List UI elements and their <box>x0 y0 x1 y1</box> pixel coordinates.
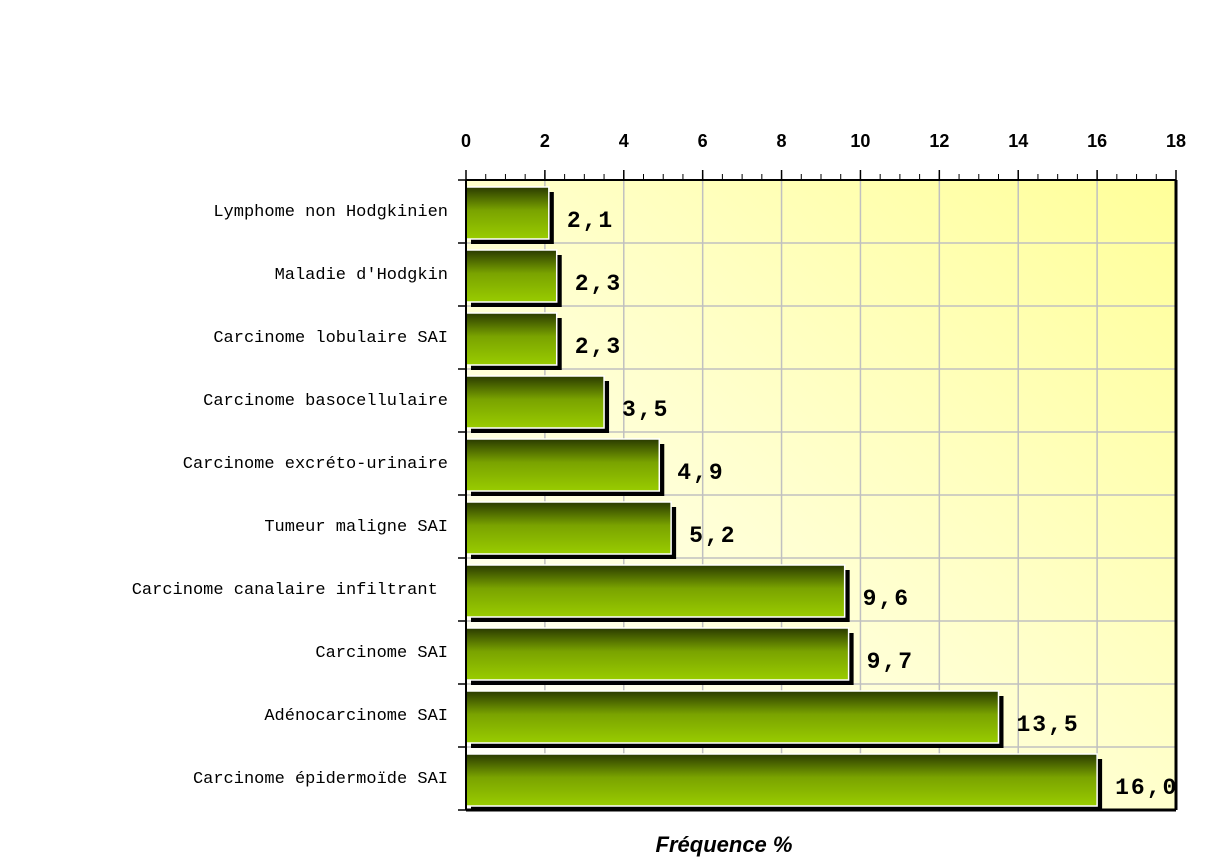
value-label: 5,2 <box>689 523 736 549</box>
x-tick-label: 16 <box>1087 131 1107 151</box>
value-label: 2,3 <box>575 271 622 297</box>
y-tick-label: Carcinome lobulaire SAI <box>213 329 448 348</box>
x-tick-label: 12 <box>929 131 949 151</box>
bar <box>465 186 550 240</box>
bar <box>465 690 1000 744</box>
value-label: 2,1 <box>567 208 614 234</box>
x-tick-label: 6 <box>698 131 708 151</box>
y-tick-label: Carcinome SAI <box>315 644 448 663</box>
value-label: 9,6 <box>863 586 910 612</box>
value-label: 13,5 <box>1017 712 1080 738</box>
x-tick-label: 10 <box>850 131 870 151</box>
value-label: 3,5 <box>622 397 669 423</box>
x-tick-label: 0 <box>461 131 471 151</box>
x-tick-label: 8 <box>777 131 787 151</box>
bar <box>465 312 558 366</box>
x-tick-label: 18 <box>1166 131 1186 151</box>
y-tick-label: Adénocarcinome SAI <box>264 707 448 726</box>
y-tick-label: Carcinome basocellulaire <box>203 392 448 411</box>
x-tick-label: 14 <box>1008 131 1028 151</box>
y-tick-label: Tumeur maligne SAI <box>264 518 448 537</box>
y-tick-label: Maladie d'Hodgkin <box>275 266 448 285</box>
bar <box>465 627 850 681</box>
y-tick-label: Lymphome non Hodgkinien <box>213 203 448 222</box>
bar <box>465 501 672 555</box>
value-label: 4,9 <box>677 460 724 486</box>
value-label: 16,0 <box>1115 775 1178 801</box>
bar <box>465 249 558 303</box>
value-label: 9,7 <box>867 649 914 675</box>
bar <box>465 753 1098 807</box>
x-tick-label: 2 <box>540 131 550 151</box>
value-label: 2,3 <box>575 334 622 360</box>
bar <box>465 375 605 429</box>
y-tick-label: Carcinome excréto-urinaire <box>183 455 448 474</box>
y-tick-label: Carcinome canalaire infiltrant <box>132 581 448 600</box>
bar <box>465 564 846 618</box>
bar <box>465 438 661 492</box>
x-tick-label: 4 <box>619 131 629 151</box>
y-tick-label: Carcinome épidermoïde SAI <box>193 770 448 789</box>
x-axis-label: Fréquence % <box>656 832 793 857</box>
